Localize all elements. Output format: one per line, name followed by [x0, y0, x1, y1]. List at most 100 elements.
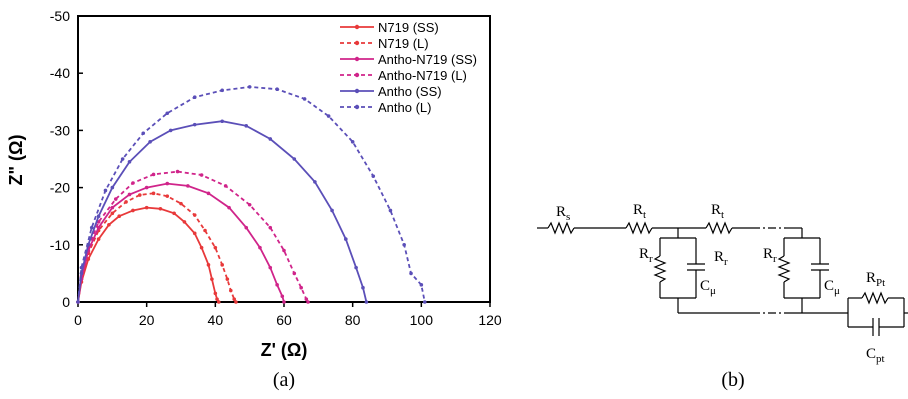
data-point	[388, 208, 393, 213]
data-point	[76, 300, 80, 304]
data-point	[124, 200, 128, 204]
data-point	[228, 288, 233, 293]
data-point	[192, 122, 197, 127]
y-tick-label: -30	[50, 122, 70, 138]
data-point	[422, 300, 427, 304]
legend-label: Antho-N719 (L)	[378, 68, 467, 83]
y-tick-label: -20	[50, 180, 70, 196]
x-tick-label: 120	[478, 312, 502, 328]
data-point	[168, 128, 173, 133]
data-point	[361, 285, 365, 290]
legend-label: Antho-N719 (SS)	[378, 52, 477, 67]
data-point	[326, 114, 331, 118]
data-point	[409, 271, 413, 276]
data-point	[199, 173, 204, 177]
data-point	[223, 184, 228, 188]
data-point	[175, 169, 180, 174]
data-point	[280, 294, 285, 299]
data-point	[304, 297, 309, 301]
resistor-rt-2	[705, 221, 733, 235]
series-5	[76, 85, 427, 304]
data-point	[216, 300, 221, 304]
resistor-rt-1	[625, 221, 653, 235]
data-point	[302, 97, 307, 101]
data-point	[131, 181, 135, 185]
data-point	[127, 160, 132, 164]
legend-label: N719 (SS)	[378, 20, 439, 35]
data-point	[306, 300, 310, 304]
data-point	[182, 220, 187, 224]
y-tick-label: 0	[62, 294, 70, 310]
data-point	[402, 243, 406, 247]
data-point	[165, 181, 170, 186]
data-point	[220, 88, 224, 93]
data-point	[192, 213, 197, 217]
series-line	[77, 120, 368, 303]
y-axis-ticks: 0 -10 -20 -30 -40 -50	[50, 8, 83, 310]
data-point	[165, 194, 170, 198]
data-point	[192, 95, 197, 100]
data-point	[141, 131, 146, 136]
label-rs: Rs	[556, 204, 570, 223]
label-rt-1: Rt	[633, 202, 646, 221]
data-point	[138, 193, 142, 197]
data-point	[299, 285, 303, 290]
data-point	[79, 265, 84, 270]
legend-marker	[354, 72, 360, 78]
series-line	[77, 192, 237, 303]
label-rr-1: Rr	[639, 246, 653, 265]
data-point	[268, 137, 273, 141]
data-point	[282, 300, 286, 304]
data-point	[234, 300, 238, 304]
data-point	[186, 184, 190, 188]
series-layer	[76, 85, 427, 304]
data-point	[220, 263, 224, 267]
label-rr-2: Rr	[763, 246, 777, 265]
data-point	[127, 192, 132, 197]
data-point	[350, 140, 355, 144]
x-axis-ticks: 0 20 40 60 80 100 120	[74, 302, 502, 328]
data-point	[110, 211, 115, 216]
data-point	[192, 231, 197, 236]
data-point	[110, 185, 115, 190]
data-point	[268, 265, 273, 270]
circuit-labels: Rs Rt Rt Rr Rr Cμ Rr Cμ RPt Cpt (b)	[556, 202, 885, 391]
legend: N719 (SS)N719 (L)Antho-N719 (SS)Antho-N7…	[340, 20, 477, 115]
data-point	[364, 300, 369, 304]
equivalent-circuit	[537, 221, 908, 336]
data-point	[227, 205, 231, 210]
data-point	[215, 297, 219, 301]
legend-marker	[354, 104, 360, 110]
resistor-rs	[547, 221, 575, 235]
y-axis-title: Z" (Ω)	[6, 135, 26, 186]
series-1	[76, 191, 238, 304]
data-point	[89, 225, 94, 230]
data-point	[199, 245, 204, 250]
data-point	[206, 263, 211, 267]
data-point	[344, 237, 348, 241]
label-rpt: RPt	[866, 270, 885, 289]
data-point	[419, 283, 424, 287]
data-point	[172, 211, 176, 216]
data-point	[330, 208, 334, 213]
data-point	[120, 157, 125, 161]
label-cpt: Cpt	[866, 346, 885, 365]
x-tick-label: 60	[276, 312, 292, 328]
label-cmu-2: Cμ	[824, 278, 840, 297]
series-4	[76, 119, 369, 304]
legend-label: Antho (SS)	[378, 84, 442, 99]
data-point	[110, 205, 115, 210]
x-tick-label: 20	[139, 312, 155, 328]
data-point	[220, 119, 224, 124]
data-point	[151, 191, 156, 196]
data-point	[275, 283, 279, 287]
x-axis-title: Z' (Ω)	[261, 340, 308, 360]
data-point	[165, 111, 170, 116]
data-point	[113, 197, 118, 201]
data-point	[158, 206, 163, 211]
panel-label-b: (b)	[721, 369, 744, 391]
legend-marker	[354, 24, 360, 30]
data-point	[292, 157, 297, 161]
label-rr-1b: Rr	[714, 249, 728, 268]
resistor-rpt	[861, 291, 889, 305]
